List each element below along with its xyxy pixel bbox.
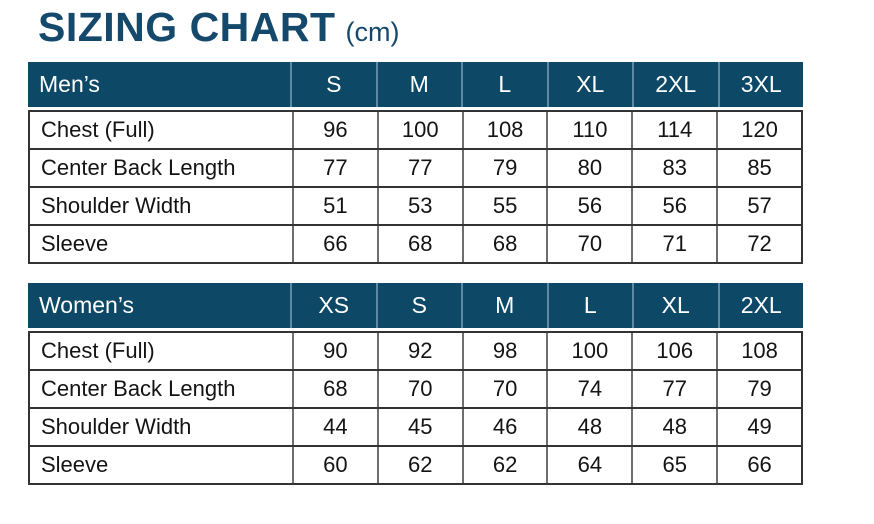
- cell-value: 110: [546, 112, 631, 148]
- cell-value: 114: [631, 112, 716, 148]
- womens-size-header-m: M: [461, 283, 547, 328]
- cell-value: 106: [631, 333, 716, 369]
- cell-value: 90: [292, 333, 377, 369]
- womens-size-header-xs: XS: [290, 283, 376, 328]
- cell-value: 71: [631, 226, 716, 262]
- row-label: Shoulder Width: [41, 414, 192, 439]
- table-row-mens-center-back-length: Center Back Length 77 77 79 80 83 85: [30, 148, 801, 186]
- cell-value: 64: [546, 447, 631, 483]
- cell-value: 79: [716, 371, 801, 407]
- womens-size-header-xl: XL: [632, 283, 718, 328]
- cell-value: 70: [461, 371, 547, 407]
- cell-value: 74: [546, 371, 631, 407]
- mens-size-header-m: M: [375, 62, 462, 107]
- row-label: Center Back Length: [41, 155, 236, 180]
- row-label: Sleeve: [41, 231, 109, 256]
- table-row-mens-sleeve: Sleeve 66 68 68 70 71 72: [30, 224, 801, 262]
- cell-value: 57: [716, 188, 801, 224]
- cell-value: 98: [461, 333, 547, 369]
- cell-value: 62: [461, 447, 547, 483]
- page-title-unit: (cm): [345, 17, 400, 47]
- row-label: Sleeve: [41, 452, 109, 477]
- womens-table-header-row: Women’s XS S M L XL 2XL: [28, 283, 803, 328]
- cell-value: 65: [631, 447, 716, 483]
- womens-table-body: Chest (Full) 90 92 98 100 106 108 Center…: [28, 331, 803, 485]
- table-row-mens-shoulder-width: Shoulder Width 51 53 55 56 56 57: [30, 186, 801, 224]
- mens-size-header-3xl: 3XL: [717, 62, 804, 107]
- mens-table-header-row: Men’s S M L XL 2XL 3XL: [28, 62, 803, 107]
- womens-size-header-s: S: [375, 283, 462, 328]
- table-row-womens-shoulder-width: Shoulder Width 44 45 46 48 48 49: [30, 407, 801, 445]
- mens-size-header-l: L: [461, 62, 547, 107]
- cell-value: 66: [292, 226, 377, 262]
- mens-table-body: Chest (Full) 96 100 108 110 114 120 Cent…: [28, 110, 803, 264]
- cell-value: 62: [376, 447, 462, 483]
- cell-value: 92: [376, 333, 462, 369]
- cell-value: 48: [631, 409, 716, 445]
- cell-value: 68: [292, 371, 377, 407]
- mens-sizing-table: Men’s S M L XL 2XL 3XL Chest (Full) 96 1…: [28, 62, 803, 264]
- cell-value: 79: [461, 150, 547, 186]
- cell-value: 44: [292, 409, 377, 445]
- womens-size-header-l: L: [546, 283, 633, 328]
- cell-value: 80: [546, 150, 631, 186]
- mens-size-header-s: S: [290, 62, 376, 107]
- row-label: Chest (Full): [41, 338, 155, 363]
- row-label: Shoulder Width: [41, 193, 192, 218]
- cell-value: 66: [716, 447, 801, 483]
- cell-value: 49: [716, 409, 801, 445]
- mens-size-header-xl: XL: [546, 62, 633, 107]
- womens-size-header-2xl: 2XL: [717, 283, 804, 328]
- cell-value: 68: [461, 226, 547, 262]
- cell-value: 60: [292, 447, 377, 483]
- cell-value: 77: [292, 150, 377, 186]
- cell-value: 48: [546, 409, 631, 445]
- mens-size-header-2xl: 2XL: [632, 62, 718, 107]
- mens-table-group-label: Men’s: [39, 71, 100, 97]
- womens-sizing-table: Women’s XS S M L XL 2XL Chest (Full) 90 …: [28, 283, 803, 485]
- cell-value: 56: [546, 188, 631, 224]
- cell-value: 70: [376, 371, 462, 407]
- cell-value: 45: [376, 409, 462, 445]
- cell-value: 77: [631, 371, 716, 407]
- cell-value: 108: [461, 112, 547, 148]
- page-title-text: SIZING CHART: [38, 4, 336, 50]
- cell-value: 46: [461, 409, 547, 445]
- cell-value: 77: [376, 150, 462, 186]
- table-row-mens-chest: Chest (Full) 96 100 108 110 114 120: [30, 112, 801, 148]
- cell-value: 53: [376, 188, 462, 224]
- cell-value: 56: [631, 188, 716, 224]
- cell-value: 83: [631, 150, 716, 186]
- cell-value: 68: [376, 226, 462, 262]
- cell-value: 55: [461, 188, 547, 224]
- cell-value: 72: [716, 226, 801, 262]
- cell-value: 85: [716, 150, 801, 186]
- womens-table-group-label: Women’s: [39, 292, 135, 318]
- cell-value: 120: [716, 112, 801, 148]
- cell-value: 100: [546, 333, 631, 369]
- cell-value: 96: [292, 112, 377, 148]
- row-label: Center Back Length: [41, 376, 236, 401]
- page-title: SIZING CHART (cm): [38, 4, 400, 51]
- cell-value: 108: [716, 333, 801, 369]
- cell-value: 70: [546, 226, 631, 262]
- row-label: Chest (Full): [41, 117, 155, 142]
- table-row-womens-sleeve: Sleeve 60 62 62 64 65 66: [30, 445, 801, 483]
- table-row-womens-center-back-length: Center Back Length 68 70 70 74 77 79: [30, 369, 801, 407]
- table-row-womens-chest: Chest (Full) 90 92 98 100 106 108: [30, 333, 801, 369]
- cell-value: 51: [292, 188, 377, 224]
- cell-value: 100: [376, 112, 462, 148]
